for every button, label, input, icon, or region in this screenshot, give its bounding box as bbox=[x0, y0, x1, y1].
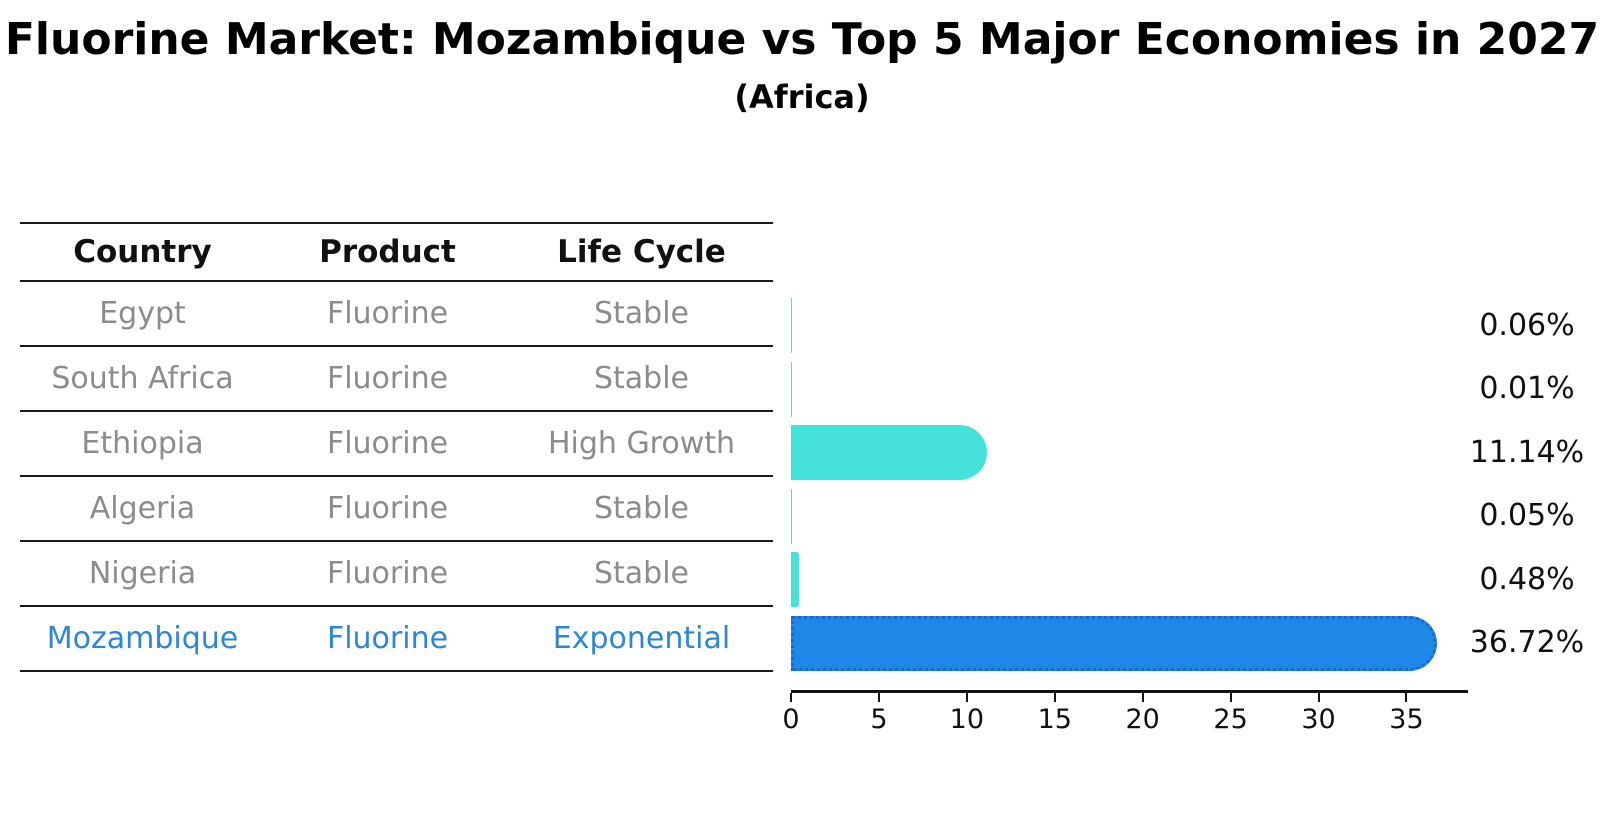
cell-country: Ethiopia bbox=[81, 426, 204, 461]
cell-country: South Africa bbox=[51, 361, 234, 396]
x-axis-tick bbox=[1053, 693, 1056, 702]
cell-product: Fluorine bbox=[326, 426, 449, 461]
bar-ethiopia bbox=[791, 425, 987, 480]
cell-life-cycle: Stable bbox=[593, 491, 690, 526]
table-row: Algeria Fluorine Stable bbox=[20, 477, 773, 542]
value-label: 0.06% bbox=[1479, 308, 1575, 343]
value-labels: 0.06% 0.01% 11.14% 0.05% 0.48% 36.72% bbox=[1452, 285, 1602, 693]
value-label: 0.05% bbox=[1479, 498, 1575, 533]
bar-mozambique bbox=[791, 615, 1437, 671]
x-axis-tick bbox=[1405, 693, 1408, 702]
header-product: Product bbox=[319, 234, 456, 270]
table-header-row: Country Product Life Cycle bbox=[20, 222, 773, 282]
x-axis-line bbox=[791, 690, 1468, 693]
value-label: 11.14% bbox=[1469, 435, 1585, 470]
value-label: 0.01% bbox=[1479, 371, 1575, 406]
cell-country: Mozambique bbox=[46, 621, 239, 656]
bar-south-africa bbox=[791, 361, 793, 417]
data-table: Country Product Life Cycle Egypt Fluorin… bbox=[20, 222, 773, 672]
x-axis-tick bbox=[965, 693, 968, 702]
x-axis-tick bbox=[1141, 693, 1144, 702]
table-row: Nigeria Fluorine Stable bbox=[20, 542, 773, 607]
x-axis-tick-label: 20 bbox=[1125, 704, 1160, 735]
value-label: 36.72% bbox=[1469, 625, 1585, 660]
x-axis-tick bbox=[1229, 693, 1232, 702]
header-life-cycle: Life Cycle bbox=[557, 234, 726, 270]
bar-nigeria bbox=[791, 552, 800, 607]
cell-product: Fluorine bbox=[326, 621, 449, 656]
cell-life-cycle: Exponential bbox=[552, 621, 731, 656]
header-country: Country bbox=[73, 234, 212, 270]
bar-egypt bbox=[791, 298, 793, 353]
table-row: Ethiopia Fluorine High Growth bbox=[20, 412, 773, 477]
x-axis-tick bbox=[790, 693, 792, 702]
bar-algeria bbox=[791, 488, 793, 544]
cell-country: Nigeria bbox=[88, 556, 197, 591]
x-axis-tick-label: 15 bbox=[1037, 704, 1072, 735]
cell-product: Fluorine bbox=[326, 296, 449, 331]
cell-product: Fluorine bbox=[326, 491, 449, 526]
cell-product: Fluorine bbox=[326, 361, 449, 396]
cell-life-cycle: High Growth bbox=[547, 426, 736, 461]
cell-life-cycle: Stable bbox=[593, 296, 690, 331]
x-axis-tick-label: 25 bbox=[1213, 704, 1248, 735]
x-axis-tick-label: 35 bbox=[1389, 704, 1424, 735]
cell-life-cycle: Stable bbox=[593, 556, 690, 591]
chart-subtitle: (Africa) bbox=[734, 78, 870, 116]
cell-country: Egypt bbox=[99, 296, 186, 331]
x-axis-tick-label: 10 bbox=[949, 704, 985, 735]
x-axis-tick bbox=[877, 693, 880, 702]
cell-life-cycle: Stable bbox=[593, 361, 690, 396]
cell-country: Algeria bbox=[89, 491, 196, 526]
table-row: Egypt Fluorine Stable bbox=[20, 282, 773, 347]
x-axis-tick-label: 30 bbox=[1301, 704, 1336, 735]
table-row: South Africa Fluorine Stable bbox=[20, 347, 773, 412]
bar-chart: 0 5 10 15 20 25 30 35 bbox=[782, 285, 1468, 735]
x-axis-tick-label: 0 bbox=[782, 704, 800, 735]
value-label: 0.48% bbox=[1479, 562, 1575, 597]
x-axis-tick-label: 5 bbox=[870, 704, 888, 735]
chart-title: Fluorine Market: Mozambique vs Top 5 Maj… bbox=[4, 14, 1600, 65]
x-axis-tick bbox=[1317, 693, 1320, 702]
cell-product: Fluorine bbox=[326, 556, 449, 591]
table-row-highlighted: Mozambique Fluorine Exponential bbox=[20, 607, 773, 672]
